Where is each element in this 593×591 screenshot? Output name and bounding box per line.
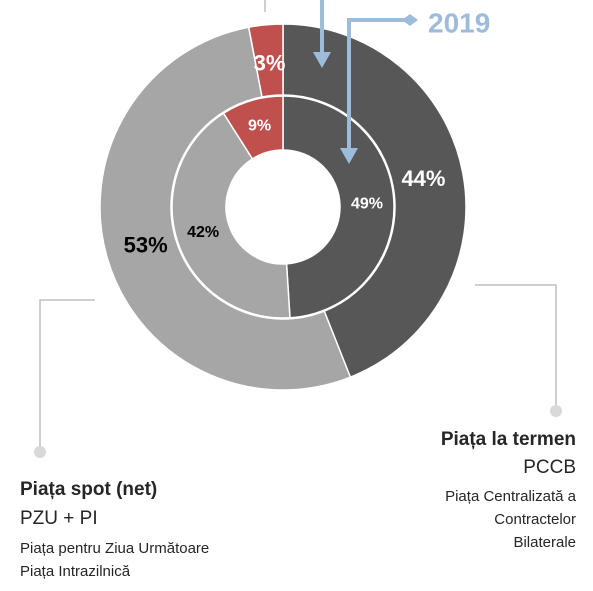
arrow-head	[340, 148, 358, 164]
data-label: 3%	[254, 50, 286, 75]
data-label: 49%	[351, 196, 383, 213]
annotation: Piața spot (net) PZU + PI Piața pentru Z…	[20, 479, 209, 580]
annotation: Piața la termen PCCB Piața Centralizată …	[441, 429, 577, 551]
annotation-line: Contractelor	[494, 511, 576, 528]
data-label: 44%	[401, 166, 445, 191]
annotation-line: Bilaterale	[513, 534, 576, 551]
data-label: 42%	[187, 224, 219, 241]
arrow-head	[402, 14, 418, 26]
data-label: 9%	[248, 118, 271, 135]
annotation-title: Piața la termen	[441, 429, 576, 450]
annotation-title: Piața spot (net)	[20, 479, 157, 500]
slice	[282, 95, 395, 319]
annotation-subtitle: PZU + PI	[20, 508, 98, 529]
leader-dot	[34, 446, 46, 458]
slice	[99, 26, 352, 391]
leader-line	[39, 299, 95, 448]
slice	[171, 112, 291, 319]
annotation-line: Piața Centralizată a	[445, 488, 577, 505]
arrow-head	[313, 52, 331, 68]
data-label: 53%	[124, 233, 168, 258]
annotation-line: Piața pentru Ziua Următoare	[20, 540, 209, 557]
series-label: 2019	[428, 7, 490, 38]
arrows	[320, 0, 410, 152]
slice	[222, 95, 284, 160]
slice	[282, 23, 467, 379]
labels: 44% 53% 3% 49% 42% 9%	[124, 50, 446, 257]
leader-lines	[39, 0, 557, 448]
rings	[99, 23, 467, 391]
arrow	[347, 18, 410, 152]
annotation-subtitle: PCCB	[523, 457, 576, 478]
slice	[247, 23, 284, 98]
annotation-line: Piața Intrazilnică	[20, 563, 131, 580]
leader-dot	[550, 405, 562, 417]
leader-line	[475, 284, 557, 408]
